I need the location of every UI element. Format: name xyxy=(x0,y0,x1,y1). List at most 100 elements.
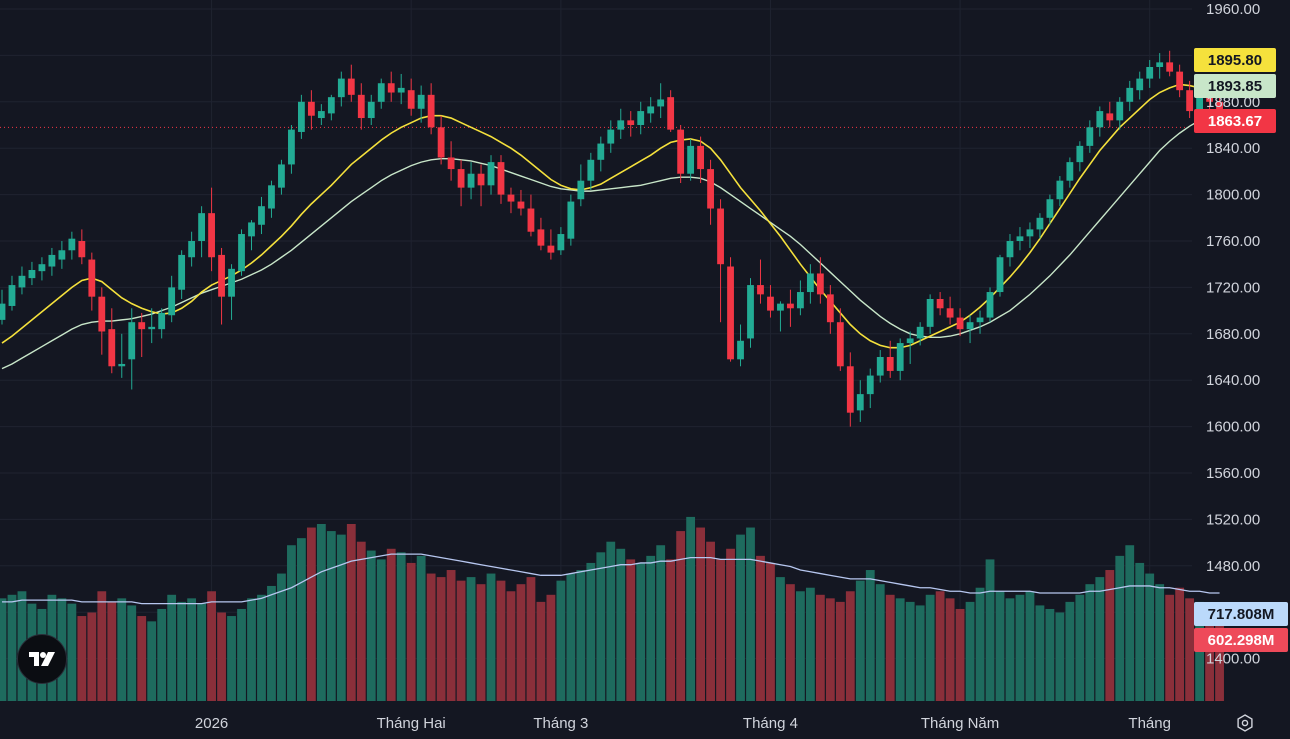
candle-body xyxy=(1156,62,1164,67)
volume-bar xyxy=(0,598,7,701)
volume-bar xyxy=(925,594,935,701)
candle xyxy=(1026,222,1034,248)
candle xyxy=(78,229,86,265)
volume-bars xyxy=(0,516,1224,701)
volume-bar xyxy=(935,591,945,701)
candle xyxy=(307,90,315,130)
volume-bar xyxy=(137,616,147,701)
candle-body xyxy=(198,213,205,241)
volume-bar xyxy=(1175,587,1185,701)
time-axis[interactable]: 2026 Tháng Hai Tháng 3 Tháng 4 Tháng Năm Thán… xyxy=(195,715,1171,732)
candle xyxy=(288,125,295,174)
candle xyxy=(48,247,56,276)
volume-bar xyxy=(915,605,925,701)
y-tick-label: 1840.00 xyxy=(1206,140,1260,157)
volume-bar xyxy=(576,570,586,701)
candle-body xyxy=(826,294,834,323)
volume-bar xyxy=(606,541,616,701)
candle xyxy=(298,94,305,139)
gear-icon[interactable] xyxy=(1232,711,1258,735)
candle xyxy=(876,350,884,383)
candle xyxy=(617,108,625,139)
candle xyxy=(826,285,834,334)
volume-bar xyxy=(756,555,765,701)
volume-bar xyxy=(706,541,715,701)
tradingview-logo-icon[interactable] xyxy=(17,634,67,684)
candle-body xyxy=(0,303,6,320)
volume-bar xyxy=(646,555,656,701)
volume-bar xyxy=(626,559,636,701)
candle-body xyxy=(367,101,375,119)
volume-bar xyxy=(287,545,296,701)
candle xyxy=(1106,101,1114,128)
candle xyxy=(507,187,515,214)
volume-bar xyxy=(696,527,705,701)
price-tag-bg xyxy=(1194,48,1276,72)
candle-body xyxy=(248,222,255,237)
candle-body xyxy=(447,157,455,170)
candlesticks xyxy=(0,50,1223,427)
volume-bar xyxy=(376,559,386,701)
candle-body xyxy=(138,322,146,330)
volume-bar xyxy=(486,573,496,701)
candle xyxy=(1016,227,1024,251)
candle-body xyxy=(806,273,814,293)
candle-body xyxy=(816,273,824,295)
candle xyxy=(727,257,734,362)
candle-body xyxy=(1206,94,1213,102)
candle xyxy=(916,322,924,346)
candle xyxy=(1086,120,1094,153)
candle xyxy=(687,138,695,181)
candle xyxy=(357,83,365,130)
candle-body xyxy=(587,159,595,181)
volume-bar xyxy=(636,562,646,701)
candle-body xyxy=(527,208,535,232)
candle-body xyxy=(148,326,156,330)
volume-bar xyxy=(766,562,775,701)
candle-body xyxy=(1056,180,1064,200)
candle-body xyxy=(717,208,724,265)
candle-body xyxy=(28,270,36,279)
volume-bar xyxy=(416,555,426,701)
candle xyxy=(118,333,126,378)
volume-bar xyxy=(406,562,416,701)
x-tick-label: Tháng xyxy=(1128,715,1171,732)
candle xyxy=(1076,141,1084,172)
candle-body xyxy=(617,120,625,130)
volume-bar xyxy=(526,577,536,701)
candle xyxy=(657,83,665,119)
candle-body xyxy=(8,285,16,306)
volume-bar xyxy=(566,573,576,701)
candle-body xyxy=(98,296,106,332)
candle xyxy=(946,296,954,325)
candle xyxy=(1156,53,1164,79)
candle-body xyxy=(737,340,744,360)
volume-bar xyxy=(1015,594,1025,701)
candle-body xyxy=(986,292,994,318)
candle-body xyxy=(667,97,675,130)
volume-bar xyxy=(656,545,666,701)
volume-bar xyxy=(1005,598,1015,701)
candle-body xyxy=(487,162,495,186)
price-tag-bg xyxy=(1194,109,1276,133)
candle-body xyxy=(1016,236,1024,241)
candle-body xyxy=(58,250,66,260)
price-axis[interactable]: 1960.001920.001880.001840.001800.001760.… xyxy=(1206,1,1260,668)
candle xyxy=(477,164,485,207)
candle xyxy=(347,64,355,102)
x-tick-label: Tháng Năm xyxy=(921,715,999,732)
volume-tag-volume_ma: 717.808M xyxy=(1194,602,1288,626)
volume-bar xyxy=(366,550,376,701)
candle xyxy=(956,308,964,337)
volume-bar xyxy=(885,594,895,701)
volume-bar xyxy=(1105,570,1115,701)
candle xyxy=(58,241,66,269)
candle-body xyxy=(208,213,215,258)
candle-body xyxy=(1196,94,1203,112)
volume-ma-line xyxy=(2,553,1220,605)
candle xyxy=(986,287,994,323)
candle xyxy=(836,308,844,371)
volume-bar xyxy=(446,570,456,701)
volume-bar xyxy=(257,594,266,701)
